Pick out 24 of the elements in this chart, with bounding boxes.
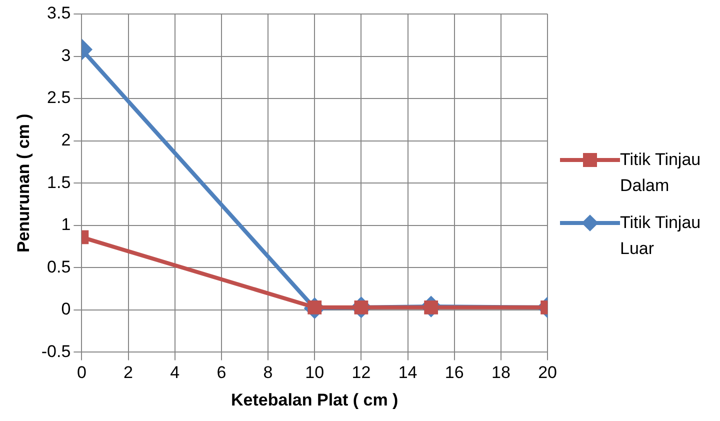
legend-label: Titik Tinjau Dalam xyxy=(620,149,702,197)
x-tick-label: 10 xyxy=(305,363,324,382)
y-axis-title: Penurunan ( cm ) xyxy=(14,114,33,253)
y-tick-label: 1 xyxy=(61,215,71,234)
y-tick-label: 0 xyxy=(61,300,71,319)
x-tick-label: 0 xyxy=(76,363,86,382)
legend-label: Titik Tinjau Luar xyxy=(620,212,702,260)
y-tick-label: 2 xyxy=(61,130,71,150)
x-tick-label: 18 xyxy=(492,363,510,382)
x-tick-label: 20 xyxy=(538,363,558,382)
x-tick-label: 2 xyxy=(124,363,134,382)
y-tick-label: 3.5 xyxy=(47,4,71,23)
y-tick-label: 0.5 xyxy=(47,257,71,276)
y-tick-label: -0.5 xyxy=(41,342,71,361)
x-tick-label: 16 xyxy=(444,363,464,382)
x-tick-label: 12 xyxy=(352,363,371,382)
y-tick-label: 2.5 xyxy=(47,88,71,108)
x-tick-label: 14 xyxy=(398,363,418,382)
x-tick-label: 8 xyxy=(263,363,273,382)
x-tick-label: 4 xyxy=(170,363,180,382)
y-tick-label: 1.5 xyxy=(47,172,71,192)
x-axis-title: Ketebalan Plat ( cm ) xyxy=(231,390,398,410)
y-tick-label: 3 xyxy=(61,46,71,65)
x-tick-label: 6 xyxy=(216,363,226,382)
